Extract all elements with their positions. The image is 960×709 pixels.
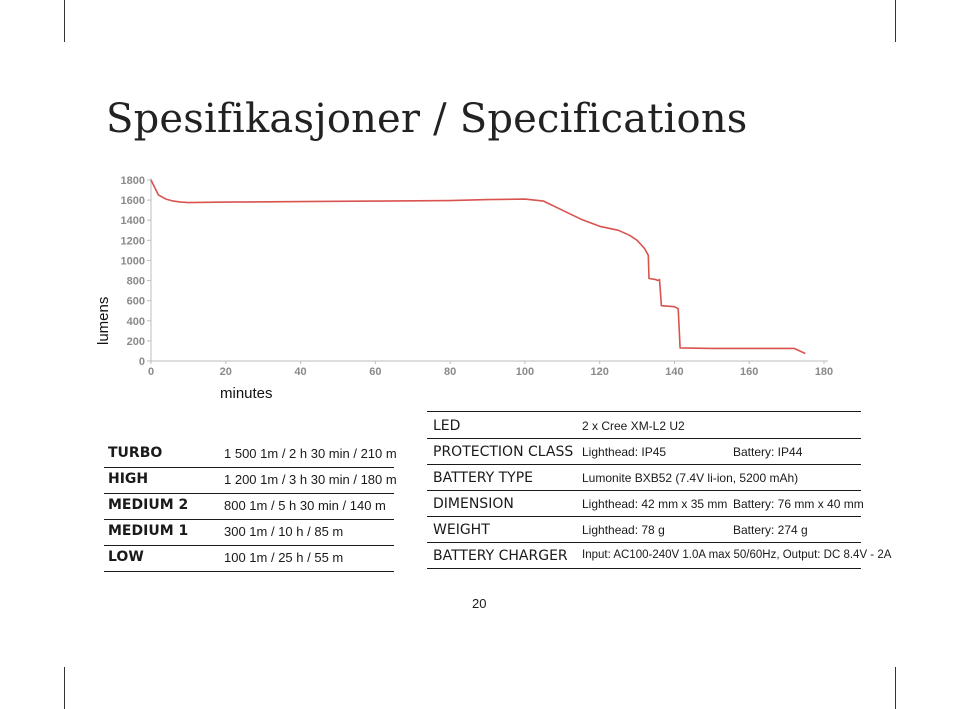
mode-value: 300 1m / 10 h / 85 m (224, 524, 344, 539)
spec-value-secondary: Battery: 274 g (733, 523, 808, 537)
crop-mark-top-left (64, 0, 65, 42)
crop-mark-bottom-left (64, 667, 65, 709)
mode-row-low: LOW 100 1m / 25 h / 55 m (104, 545, 394, 572)
spec-value: Lumonite BXB52 (7.4V li-ion, 5200 mAh) (582, 471, 799, 485)
spec-row-led: LED 2 x Cree XM-L2 U2 (427, 412, 861, 439)
series-line (150, 179, 806, 355)
mode-value: 100 1m / 25 h / 55 m (224, 550, 344, 565)
mode-name: HIGH (108, 471, 149, 487)
mode-row-high: HIGH 1 200 1m / 3 h 30 min / 180 m (104, 467, 397, 494)
mode-name: MEDIUM 2 (108, 497, 189, 513)
spec-label: DIMENSION (433, 496, 514, 512)
spec-value: Input: AC100-240V 1.0A max 50/60Hz, Outp… (582, 549, 892, 561)
y-tick-label: 1600 (121, 195, 145, 207)
mode-name: LOW (108, 549, 144, 565)
x-tick-label: 40 (294, 366, 306, 378)
y-tick-label: 400 (127, 316, 145, 328)
crop-mark-bottom-right (895, 667, 896, 709)
y-axis-label: lumens (95, 297, 112, 345)
x-tick-label: 100 (516, 366, 534, 378)
mode-value: 1 500 1m / 2 h 30 min / 210 m (224, 446, 397, 461)
spec-label: BATTERY CHARGER (433, 548, 568, 564)
y-tick-label: 200 (127, 336, 145, 348)
spec-table-top-rule (427, 411, 861, 412)
spec-value: Lighthead: IP45 (582, 445, 667, 459)
spec-value: Lighthead: 42 mm x 35 mm (582, 497, 728, 511)
chart-axes (150, 178, 828, 362)
mode-row-turbo: TURBO 1 500 1m / 2 h 30 min / 210 m (104, 441, 397, 468)
spec-label: LED (433, 418, 461, 434)
mode-value: 1 200 1m / 3 h 30 min / 180 m (224, 472, 397, 487)
spec-row-battery-charger: BATTERY CHARGER Input: AC100-240V 1.0A m… (427, 542, 891, 569)
spec-row-battery-type: BATTERY TYPE Lumonite BXB52 (7.4V li-ion… (427, 464, 861, 491)
y-tick-label: 600 (127, 296, 145, 308)
crop-mark-top-right (895, 0, 896, 42)
spec-row-protection-class: PROTECTION CLASS Lighthead: IP45 Battery… (427, 438, 861, 465)
y-tick-label: 800 (127, 276, 145, 288)
chart-ticks: 0 200 400 600 800 1000 1200 1400 1600 1800 0 20 40 60… (121, 175, 834, 378)
y-tick-label: 0 (139, 356, 145, 368)
chart-series (150, 179, 806, 355)
spec-value: 2 x Cree XM-L2 U2 (582, 419, 685, 433)
y-tick-label: 1800 (121, 175, 145, 187)
spec-value-secondary: Battery: IP44 (733, 445, 803, 459)
page-number: 20 (472, 596, 487, 611)
y-tick-label: 1200 (121, 235, 145, 247)
spec-label: PROTECTION CLASS (433, 444, 574, 460)
x-tick-label: 20 (220, 366, 232, 378)
x-tick-label: 140 (665, 366, 683, 378)
x-axis-label: minutes (220, 385, 273, 402)
x-tick-label: 160 (740, 366, 758, 378)
spec-row-dimension: DIMENSION Lighthead: 42 mm x 35 mm Batte… (427, 490, 864, 517)
lumens-runtime-chart: 0 200 400 600 800 1000 1200 1400 1600 1800 0 20 40 60… (95, 175, 834, 402)
mode-row-medium-1: MEDIUM 1 300 1m / 10 h / 85 m (104, 519, 394, 546)
spec-value-secondary: Battery: 76 mm x 40 mm (733, 497, 864, 511)
spec-label: WEIGHT (433, 522, 490, 538)
x-tick-label: 0 (148, 366, 154, 378)
mode-value: 800 1m / 5 h 30 min / 140 m (224, 498, 386, 513)
mode-name: TURBO (108, 445, 163, 461)
y-tick-label: 1400 (121, 215, 145, 227)
spec-label: BATTERY TYPE (433, 470, 534, 486)
page-title: Spesifikasjoner / Specifications (106, 96, 748, 142)
x-tick-label: 80 (444, 366, 456, 378)
x-tick-label: 60 (369, 366, 381, 378)
y-tick-label: 1000 (121, 255, 145, 267)
spec-value: Lighthead: 78 g (582, 523, 665, 537)
mode-row-medium-2: MEDIUM 2 800 1m / 5 h 30 min / 140 m (104, 493, 394, 520)
mode-name: MEDIUM 1 (108, 523, 189, 539)
x-tick-label: 180 (815, 366, 833, 378)
spec-row-weight: WEIGHT Lighthead: 78 g Battery: 274 g (427, 516, 861, 543)
x-tick-label: 120 (590, 366, 608, 378)
